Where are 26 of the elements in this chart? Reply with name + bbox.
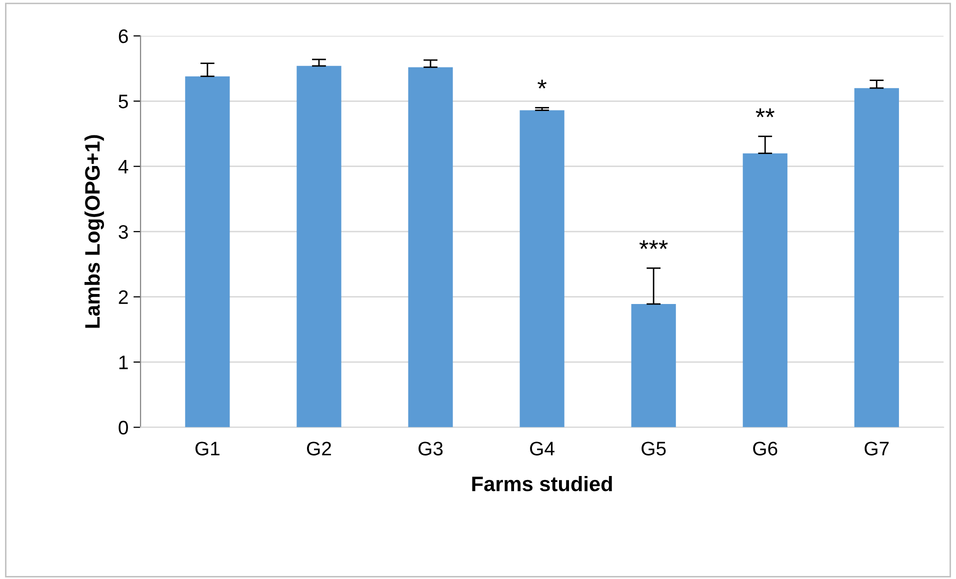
x-tick-label: G4 xyxy=(530,442,554,456)
bar xyxy=(408,67,453,428)
x-tick-label: G2 xyxy=(306,442,331,456)
y-tick-label: 6 xyxy=(118,29,128,44)
y-tick-label: 4 xyxy=(118,160,128,174)
y-tick-label: 3 xyxy=(118,225,128,239)
y-tick-label: 2 xyxy=(118,290,128,304)
bar xyxy=(631,304,676,428)
y-axis-title: Lambs Log(OPG+1) xyxy=(84,135,104,328)
bar xyxy=(854,88,899,428)
x-tick-label: G5 xyxy=(642,442,666,456)
annotation: ** xyxy=(756,108,774,118)
annotation: * xyxy=(538,80,547,88)
x-tick-label: G6 xyxy=(753,442,778,456)
x-tick-label: G3 xyxy=(418,442,443,456)
x-tick-label: G7 xyxy=(864,442,889,456)
bar xyxy=(296,66,342,428)
x-tick-label: G1 xyxy=(195,442,220,456)
y-tick-label: 1 xyxy=(119,356,128,370)
bar xyxy=(742,153,788,428)
bar xyxy=(185,76,230,428)
bar xyxy=(520,110,564,428)
annotation: *** xyxy=(639,240,668,249)
x-axis-title: Farms studied xyxy=(472,476,612,492)
y-tick-label: 5 xyxy=(118,94,128,108)
y-tick-label: 0 xyxy=(118,420,128,435)
